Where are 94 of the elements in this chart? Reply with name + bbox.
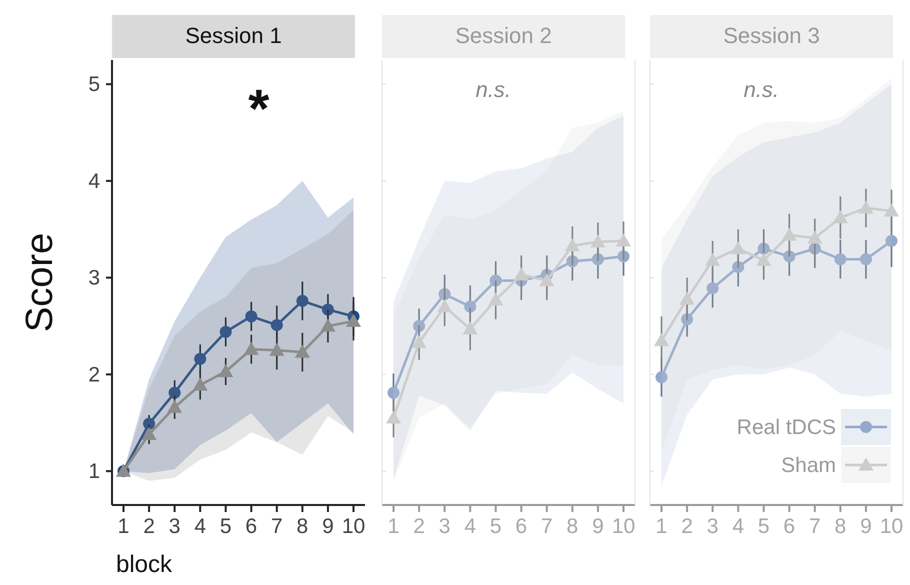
- point: [386, 410, 401, 424]
- x-axis-title: block: [116, 551, 174, 578]
- legend-label: Real tDCS: [736, 416, 836, 439]
- point: [654, 333, 669, 346]
- annotation: *: [248, 79, 270, 139]
- point: [732, 261, 744, 274]
- y-tick-label: 2: [88, 363, 100, 386]
- y-tick-label: 5: [88, 73, 100, 96]
- point: [681, 313, 694, 326]
- x-tick-label: 8: [296, 515, 308, 538]
- point: [782, 228, 797, 241]
- x-tick-label: 1: [388, 515, 400, 538]
- x-tick-label: 10: [880, 515, 904, 538]
- point: [168, 386, 181, 399]
- x-tick-label: 7: [270, 515, 283, 538]
- point: [194, 352, 206, 365]
- chart-title: Session 3: [723, 23, 820, 48]
- x-tick-label: 8: [834, 515, 846, 538]
- point: [413, 320, 426, 332]
- y-tick-label: 4: [88, 170, 100, 193]
- point: [192, 378, 208, 391]
- point: [346, 314, 361, 327]
- point: [388, 386, 400, 399]
- x-tick-label: 4: [464, 515, 476, 538]
- point: [858, 200, 874, 214]
- annotation: n.s.: [744, 77, 780, 102]
- point: [656, 371, 668, 384]
- point: [616, 233, 631, 247]
- point: [590, 234, 606, 248]
- y-tick-label: 1: [88, 460, 100, 484]
- point: [220, 326, 232, 338]
- point: [680, 291, 695, 305]
- x-tick-label: 5: [490, 515, 502, 538]
- point: [245, 310, 258, 322]
- point: [294, 344, 310, 358]
- point: [884, 203, 899, 217]
- point: [462, 321, 478, 335]
- x-tick-label: 3: [438, 515, 450, 538]
- point: [464, 300, 476, 313]
- x-tick-label: 4: [194, 515, 206, 538]
- point: [244, 342, 259, 355]
- point: [860, 253, 872, 266]
- point: [488, 292, 504, 306]
- x-tick-label: 7: [808, 515, 821, 538]
- point: [490, 274, 502, 287]
- x-tick-label: 10: [342, 515, 366, 538]
- point: [706, 282, 719, 294]
- point: [218, 364, 234, 378]
- point: [142, 426, 157, 440]
- x-tick-label: 10: [612, 515, 636, 538]
- y-tick-label: 3: [88, 266, 100, 290]
- x-tick-label: 6: [245, 515, 258, 538]
- point: [886, 234, 898, 247]
- x-tick-label: 9: [322, 515, 334, 538]
- chart-title: Session 1: [185, 23, 282, 48]
- x-tick-label: 4: [732, 515, 744, 538]
- point: [705, 252, 720, 266]
- point: [167, 400, 182, 413]
- chart-title: Session 2: [455, 23, 552, 48]
- x-tick-label: 2: [413, 515, 425, 538]
- point: [269, 342, 284, 356]
- x-tick-label: 6: [783, 515, 796, 538]
- point: [322, 304, 334, 316]
- legend-label: Sham: [781, 454, 836, 477]
- x-tick-label: 3: [168, 515, 180, 538]
- x-tick-label: 3: [706, 515, 718, 538]
- annotation: n.s.: [476, 77, 512, 102]
- x-tick-label: 7: [540, 515, 553, 538]
- point: [730, 241, 746, 254]
- point: [412, 334, 427, 348]
- x-tick-label: 2: [681, 515, 693, 538]
- point: [539, 273, 554, 286]
- x-tick-label: 6: [515, 515, 528, 538]
- point: [514, 267, 529, 280]
- point: [296, 294, 308, 307]
- point: [564, 238, 580, 252]
- x-tick-label: 1: [118, 515, 130, 538]
- x-tick-label: 9: [592, 515, 604, 538]
- x-tick-label: 1: [656, 515, 668, 538]
- point: [270, 319, 283, 332]
- point: [756, 252, 772, 266]
- point: [832, 210, 848, 224]
- point: [143, 418, 156, 430]
- x-tick-label: 8: [566, 515, 578, 538]
- point: [437, 299, 452, 312]
- point: [320, 318, 336, 332]
- point: [807, 230, 822, 244]
- y-axis-title: Score: [19, 232, 61, 332]
- x-tick-label: 5: [758, 515, 770, 538]
- x-tick-label: 9: [860, 515, 872, 538]
- point: [834, 253, 846, 266]
- x-tick-label: 5: [220, 515, 232, 538]
- point: [783, 250, 796, 262]
- x-tick-label: 2: [143, 515, 155, 538]
